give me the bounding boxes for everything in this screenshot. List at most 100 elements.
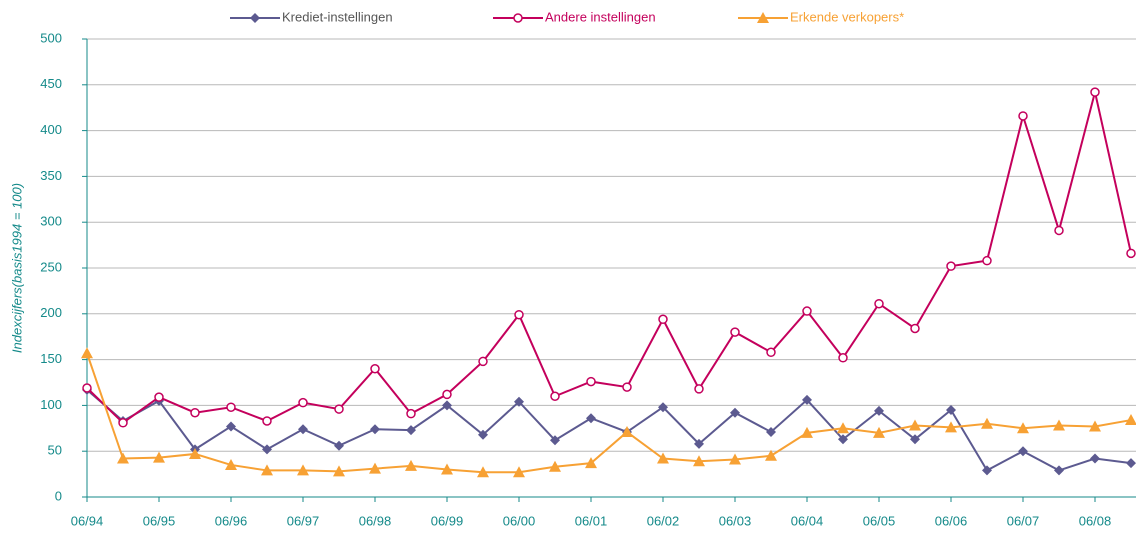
marker [190,407,200,418]
marker [298,424,308,435]
marker [261,464,273,476]
marker [298,397,308,408]
x-tick-label: 06/02 [647,513,680,528]
y-tick-label: 0 [55,488,62,503]
marker [946,404,956,415]
marker [658,314,668,325]
marker [910,323,920,334]
marker [622,382,632,392]
y-tick-label: 200 [40,305,62,320]
y-tick-label: 150 [40,351,62,366]
marker [370,364,380,374]
marker [1053,419,1065,431]
marker [873,426,885,438]
marker [118,418,128,428]
marker [1090,453,1100,464]
x-tick-label: 06/00 [503,513,536,528]
marker [694,438,704,449]
y-tick-label: 250 [40,259,62,274]
legend-label: Krediet-instellingen [282,9,393,24]
marker [766,426,776,437]
marker [802,394,812,405]
marker [405,459,417,471]
marker [406,408,416,419]
series [82,87,1136,428]
marker [945,421,957,433]
x-tick-label: 06/98 [359,513,392,528]
marker [189,447,201,459]
marker [586,376,596,387]
marker [585,457,597,469]
marker [262,444,272,455]
x-tick-label: 06/05 [863,513,896,528]
marker [478,356,488,367]
marker [838,353,848,363]
marker [550,391,560,401]
marker [262,416,272,426]
marker [334,440,344,451]
x-tick-label: 06/03 [719,513,752,528]
marker [117,452,129,464]
marker [621,425,633,437]
marker [1125,414,1136,426]
marker [982,255,992,266]
marker [154,392,164,402]
series-line [86,389,1132,472]
marker [729,453,741,465]
marker [802,306,812,316]
series-line [86,91,1132,425]
marker [693,455,705,467]
marker [477,466,489,478]
x-tick-label: 06/04 [791,513,824,528]
y-tick-label: 100 [40,397,62,412]
marker [766,347,776,358]
x-tick-label: 06/96 [215,513,248,528]
marker [549,460,561,472]
marker [910,434,920,445]
marker [874,405,884,416]
marker [1089,420,1101,432]
marker [1018,446,1028,457]
x-tick-label: 06/94 [71,513,104,528]
marker [730,407,740,418]
marker [657,452,669,464]
marker [441,463,453,475]
legend-marker [250,13,260,23]
marker [369,462,381,474]
marker [730,327,740,337]
x-tick-label: 06/95 [143,513,176,528]
y-tick-label: 350 [40,168,62,183]
marker [982,465,992,476]
marker [946,261,956,271]
y-axis-label: Indexcijfers(basis1994 = 100) [9,183,24,353]
marker [153,451,165,463]
marker [694,384,704,394]
marker [225,458,237,470]
y-tick-label: 50 [48,443,62,458]
y-tick-label: 500 [40,30,62,45]
marker [1018,111,1028,121]
marker [334,404,344,414]
marker [1054,465,1064,476]
series-line [86,352,1132,474]
x-tick-label: 06/01 [575,513,608,528]
marker [586,413,596,424]
legend-label: Andere instellingen [545,9,656,24]
legend-marker [757,12,769,23]
marker [406,425,416,436]
marker [442,389,452,400]
marker [909,419,921,431]
y-tick-label: 400 [40,122,62,137]
legend-marker [513,13,523,23]
x-tick-label: 06/08 [1079,513,1112,528]
marker [442,400,452,411]
marker [226,421,236,432]
marker [765,449,777,461]
marker [333,465,345,477]
marker [370,424,380,435]
marker [81,347,93,359]
marker [1017,422,1029,434]
y-tick-label: 300 [40,214,62,229]
marker [1126,458,1136,469]
marker [1126,248,1136,259]
